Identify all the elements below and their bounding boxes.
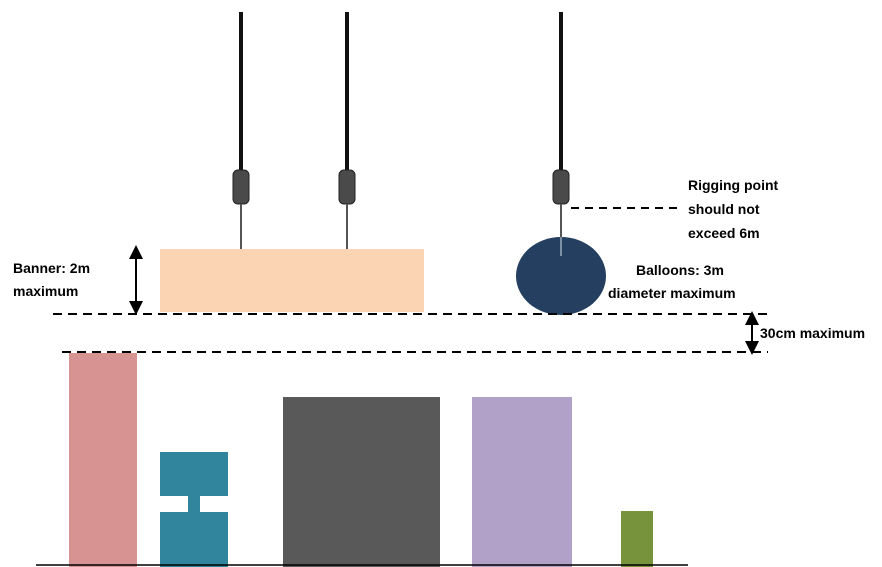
floor-object-purple	[472, 397, 572, 567]
clamp-left	[232, 169, 250, 205]
rigging-label-line1: Rigging point	[688, 177, 779, 193]
gap-label: 30cm maximum	[760, 325, 865, 341]
floor-object-green	[621, 511, 653, 567]
rigging-label-line2: should not	[688, 201, 760, 217]
clamp-right	[552, 169, 570, 205]
rigging-label-line3: exceed 6m	[688, 225, 760, 241]
balloon	[516, 237, 606, 315]
floor-object-dark-gray	[283, 397, 440, 567]
banner-label-line2: maximum	[13, 283, 78, 299]
floor-object-pink	[69, 353, 137, 567]
rigging-cables	[239, 12, 563, 172]
balloons-label-line2: diameter maximum	[608, 285, 736, 301]
rigging-clamps	[232, 169, 570, 205]
banner	[160, 249, 424, 312]
rigging-wires	[240, 204, 562, 256]
floor-object-teal	[160, 452, 228, 567]
banner-label-line1: Banner: 2m	[13, 260, 90, 276]
clamp-middle	[338, 169, 356, 205]
balloons-label-line1: Balloons: 3m	[636, 262, 724, 278]
